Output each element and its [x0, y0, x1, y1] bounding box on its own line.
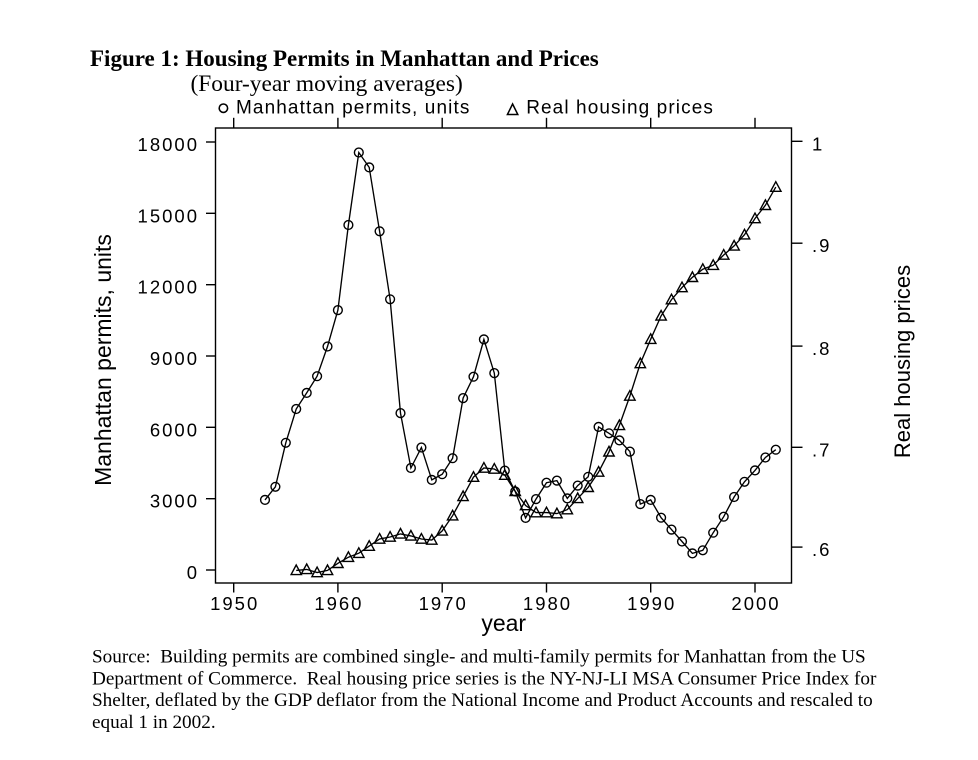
svg-text:15000: 15000	[138, 205, 199, 226]
svg-text:(Four-year moving averages): (Four-year moving averages)	[191, 71, 463, 97]
svg-text:Shelter, deflated by the GDP d: Shelter, deflated by the GDP deflator fr…	[92, 690, 873, 711]
svg-text:1990: 1990	[627, 593, 676, 614]
svg-text:1: 1	[812, 133, 824, 154]
svg-text:.6: .6	[812, 539, 831, 560]
svg-text:.8: .8	[812, 338, 831, 359]
svg-text:.7: .7	[812, 439, 831, 460]
svg-text:Manhattan permits, units: Manhattan permits, units	[236, 98, 470, 119]
svg-text:1980: 1980	[523, 593, 572, 614]
svg-text:Department of Commerce. Real: Department of Commerce. Real housing pri…	[92, 668, 877, 689]
svg-text:18000: 18000	[138, 134, 199, 155]
svg-text:12000: 12000	[138, 277, 199, 298]
svg-text:1960: 1960	[314, 593, 363, 614]
svg-text:Figure 1: Housing Permits in M: Figure 1: Housing Permits in Manhattan a…	[90, 46, 599, 71]
svg-text:Manhattan permits, units: Manhattan permits, units	[90, 234, 116, 486]
svg-text:year: year	[481, 610, 526, 636]
svg-text:.9: .9	[812, 235, 831, 256]
svg-text:0: 0	[187, 562, 199, 583]
svg-text:1950: 1950	[210, 593, 259, 614]
svg-text:equal 1 in 2002.: equal 1 in 2002.	[92, 712, 216, 733]
svg-text:9000: 9000	[150, 348, 199, 369]
svg-text:3000: 3000	[150, 491, 199, 512]
svg-text:6000: 6000	[150, 419, 199, 440]
svg-text:2000: 2000	[731, 593, 780, 614]
svg-text:Real housing prices: Real housing prices	[526, 98, 714, 119]
svg-text:Source: Building permits are: Source: Building permits are combined si…	[92, 647, 866, 668]
svg-text:1970: 1970	[419, 593, 468, 614]
svg-text:Real housing prices: Real housing prices	[890, 265, 915, 458]
